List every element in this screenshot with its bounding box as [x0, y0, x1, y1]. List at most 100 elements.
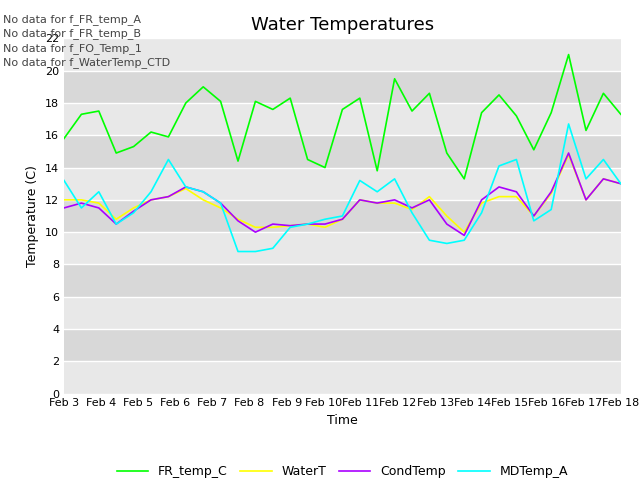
CondTemp	[252, 229, 259, 235]
MDTemp_A	[391, 176, 399, 182]
MDTemp_A	[356, 178, 364, 183]
FR_temp_C	[582, 128, 590, 133]
MDTemp_A	[460, 237, 468, 243]
Line: FR_temp_C: FR_temp_C	[64, 55, 621, 179]
MDTemp_A	[217, 200, 225, 206]
MDTemp_A	[582, 176, 590, 182]
MDTemp_A	[547, 207, 555, 213]
CondTemp	[408, 205, 416, 211]
FR_temp_C	[373, 168, 381, 174]
MDTemp_A	[408, 210, 416, 216]
FR_temp_C	[182, 100, 189, 106]
MDTemp_A	[95, 189, 102, 195]
CondTemp	[477, 197, 485, 203]
MDTemp_A	[252, 249, 259, 254]
FR_temp_C	[130, 144, 138, 149]
MDTemp_A	[269, 245, 276, 251]
CondTemp	[130, 208, 138, 214]
FR_temp_C	[426, 90, 433, 96]
MDTemp_A	[513, 156, 520, 162]
CondTemp	[547, 189, 555, 195]
FR_temp_C	[408, 108, 416, 114]
CondTemp	[321, 221, 329, 227]
FR_temp_C	[252, 98, 259, 104]
CondTemp	[234, 218, 242, 224]
WaterT	[373, 200, 381, 206]
MDTemp_A	[443, 240, 451, 246]
WaterT	[426, 194, 433, 200]
FR_temp_C	[443, 150, 451, 156]
FR_temp_C	[600, 90, 607, 96]
MDTemp_A	[495, 163, 503, 169]
Bar	[64, 38, 621, 71]
WaterT	[147, 197, 155, 203]
CondTemp	[426, 197, 433, 203]
MDTemp_A	[373, 189, 381, 195]
Bar	[64, 264, 621, 297]
FR_temp_C	[113, 150, 120, 156]
MDTemp_A	[200, 189, 207, 195]
WaterT	[477, 200, 485, 206]
MDTemp_A	[113, 221, 120, 227]
CondTemp	[582, 197, 590, 203]
Bar	[64, 103, 621, 135]
WaterT	[547, 191, 555, 196]
WaterT	[77, 197, 85, 203]
WaterT	[113, 216, 120, 222]
FR_temp_C	[77, 111, 85, 117]
Bar	[64, 200, 621, 232]
CondTemp	[217, 200, 225, 206]
MDTemp_A	[304, 221, 312, 227]
FR_temp_C	[304, 156, 312, 162]
WaterT	[200, 197, 207, 203]
WaterT	[564, 152, 572, 157]
MDTemp_A	[600, 156, 607, 162]
FR_temp_C	[164, 134, 172, 140]
FR_temp_C	[217, 98, 225, 104]
Bar	[64, 361, 621, 394]
CondTemp	[269, 221, 276, 227]
CondTemp	[356, 197, 364, 203]
CondTemp	[147, 197, 155, 203]
WaterT	[95, 200, 102, 206]
CondTemp	[286, 223, 294, 228]
MDTemp_A	[164, 156, 172, 162]
Line: WaterT: WaterT	[64, 155, 621, 232]
MDTemp_A	[286, 225, 294, 230]
FR_temp_C	[495, 92, 503, 98]
CondTemp	[339, 216, 346, 222]
MDTemp_A	[77, 205, 85, 211]
WaterT	[286, 223, 294, 228]
CondTemp	[600, 176, 607, 182]
WaterT	[513, 194, 520, 200]
CondTemp	[617, 181, 625, 187]
Text: No data for f_FR_temp_A
No data for f_FR_temp_B
No data for f_FO_Temp_1
No data : No data for f_FR_temp_A No data for f_FR…	[3, 14, 170, 68]
WaterT	[617, 181, 625, 187]
Legend: FR_temp_C, WaterT, CondTemp, MDTemp_A: FR_temp_C, WaterT, CondTemp, MDTemp_A	[112, 460, 573, 480]
MDTemp_A	[234, 249, 242, 254]
Bar	[64, 329, 621, 361]
WaterT	[339, 216, 346, 222]
WaterT	[217, 205, 225, 211]
CondTemp	[113, 221, 120, 227]
CondTemp	[513, 189, 520, 195]
Y-axis label: Temperature (C): Temperature (C)	[26, 165, 39, 267]
MDTemp_A	[147, 189, 155, 195]
FR_temp_C	[321, 165, 329, 170]
MDTemp_A	[321, 216, 329, 222]
WaterT	[495, 194, 503, 200]
Bar	[64, 168, 621, 200]
MDTemp_A	[130, 210, 138, 216]
FR_temp_C	[286, 95, 294, 101]
WaterT	[130, 205, 138, 211]
FR_temp_C	[617, 111, 625, 117]
WaterT	[600, 176, 607, 182]
CondTemp	[460, 232, 468, 238]
X-axis label: Time: Time	[327, 414, 358, 427]
FR_temp_C	[547, 110, 555, 116]
WaterT	[443, 213, 451, 219]
Bar	[64, 232, 621, 264]
CondTemp	[95, 205, 102, 211]
WaterT	[234, 216, 242, 222]
Bar	[64, 297, 621, 329]
